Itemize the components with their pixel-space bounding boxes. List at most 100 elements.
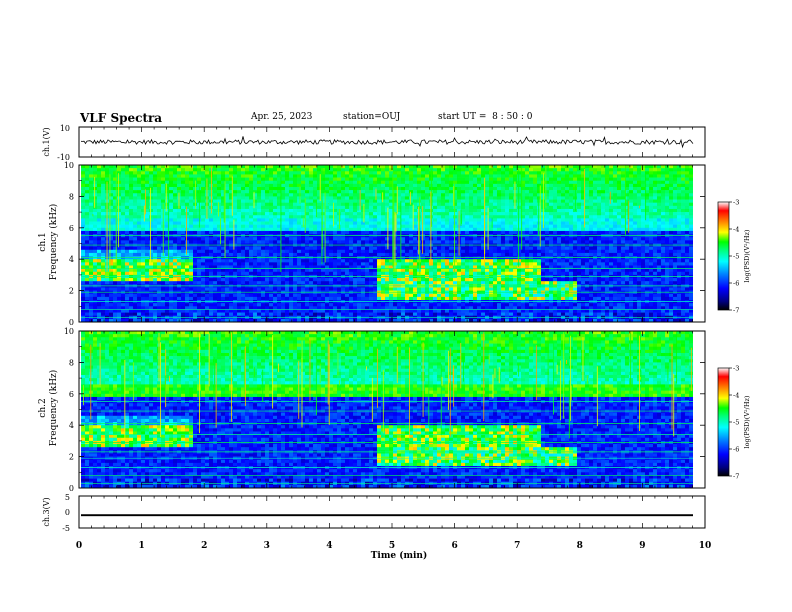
spectrogram-cell bbox=[285, 303, 290, 307]
spectrogram-cell bbox=[113, 312, 118, 317]
spectrogram-cell bbox=[441, 237, 446, 241]
spectrogram-cell bbox=[177, 259, 182, 263]
spectrogram-cell bbox=[277, 212, 282, 216]
spectrogram-cell bbox=[169, 212, 174, 216]
spectrogram-cell bbox=[317, 227, 322, 232]
spectrogram-cell bbox=[113, 196, 118, 200]
spectrogram-cell bbox=[181, 237, 186, 241]
spectrogram-cell bbox=[93, 293, 98, 298]
spectrogram-cell bbox=[433, 224, 438, 229]
spectrogram-cell bbox=[277, 296, 282, 301]
spectrogram-cell bbox=[253, 230, 258, 235]
spectrogram-cell bbox=[453, 168, 458, 172]
spectrogram-cell bbox=[433, 246, 438, 251]
spectrogram-cell bbox=[153, 215, 158, 219]
spectrogram-cell bbox=[381, 237, 386, 241]
spectrogram-cell bbox=[125, 199, 130, 203]
spectrogram-cell bbox=[297, 268, 302, 273]
spectrogram-cell bbox=[89, 312, 94, 317]
spectrogram-cell bbox=[97, 174, 102, 178]
spectrogram-cell bbox=[313, 190, 318, 194]
spectrogram-cell bbox=[313, 237, 318, 241]
spectrogram-cell bbox=[213, 190, 218, 194]
spectrogram-cell bbox=[205, 293, 210, 298]
spectrogram-cell bbox=[353, 249, 358, 254]
spectrogram-cell bbox=[381, 218, 386, 222]
spectrogram-cell bbox=[117, 221, 122, 225]
spectrogram-cell bbox=[89, 262, 94, 266]
spectrogram-cell bbox=[397, 215, 402, 219]
spectrogram-cell bbox=[197, 249, 202, 254]
spectrogram-cell bbox=[193, 287, 198, 291]
spectrogram-cell bbox=[305, 205, 310, 210]
spectrogram-cell bbox=[221, 193, 226, 197]
spectrogram-cell bbox=[465, 230, 470, 235]
spectrogram-cell bbox=[349, 230, 354, 235]
spectrogram-cell bbox=[369, 237, 374, 241]
spectrogram-cell bbox=[253, 186, 258, 191]
spectrogram-cell bbox=[277, 177, 282, 181]
spectrogram-cell bbox=[305, 271, 310, 276]
spectrogram-cell bbox=[265, 303, 270, 307]
spectrogram-cell bbox=[137, 303, 142, 307]
spectrogram-cell bbox=[165, 303, 170, 307]
spectrogram-cell bbox=[149, 215, 154, 219]
spectrogram-cell bbox=[181, 174, 186, 178]
spectrogram-cell bbox=[81, 306, 86, 310]
spectrogram-cell bbox=[397, 281, 402, 285]
spectrogram-cell bbox=[129, 318, 134, 323]
spectrogram-cell bbox=[189, 249, 194, 254]
spectrogram-cell bbox=[93, 281, 98, 285]
spectrogram-cell bbox=[449, 246, 454, 251]
spectrogram-cell bbox=[293, 227, 298, 232]
spectrogram-cell bbox=[469, 183, 474, 188]
spectrogram-cell bbox=[81, 237, 86, 241]
spectrogram-cell bbox=[81, 262, 86, 266]
spectrogram-cell bbox=[437, 309, 442, 313]
spectrogram-cell bbox=[121, 180, 126, 185]
spectrogram-cell bbox=[409, 177, 414, 181]
spectrogram-cell bbox=[149, 296, 154, 301]
spectrogram-cell bbox=[177, 271, 182, 276]
spectrogram-cell bbox=[101, 262, 106, 266]
spectrogram-cell bbox=[461, 180, 466, 185]
spectrogram-cell bbox=[361, 246, 366, 251]
spectrogram-cell bbox=[145, 165, 150, 169]
spectrogram-cell bbox=[209, 265, 214, 269]
spectrogram-cell bbox=[193, 221, 198, 225]
spectrogram-cell bbox=[341, 237, 346, 241]
spectrogram-cell bbox=[317, 296, 322, 301]
spectrogram-cell bbox=[381, 212, 386, 216]
spectrogram-cell bbox=[161, 171, 166, 175]
spectrogram-cell bbox=[289, 171, 294, 175]
spectrogram-cell bbox=[121, 202, 126, 207]
spectrogram-cell bbox=[325, 202, 330, 207]
spectrogram-cell bbox=[469, 252, 474, 257]
spectrogram-cell bbox=[437, 208, 442, 213]
spectrogram-cell bbox=[125, 281, 130, 285]
spectrogram-cell bbox=[137, 281, 142, 285]
spectrogram-cell bbox=[289, 183, 294, 188]
spectrogram-cell bbox=[117, 168, 122, 172]
spectrogram-cell bbox=[293, 174, 298, 178]
spectrogram-cell bbox=[149, 278, 154, 282]
spectrogram-cell bbox=[109, 271, 114, 276]
spectrogram-cell bbox=[321, 252, 326, 257]
spectrogram-cell bbox=[145, 196, 150, 200]
spectrogram-cell bbox=[453, 180, 458, 185]
spectrogram-cell bbox=[389, 212, 394, 216]
spectrogram-cell bbox=[101, 309, 106, 313]
spectrogram-cell bbox=[253, 240, 258, 244]
spectrogram-cell bbox=[345, 171, 350, 175]
spectrogram-cell bbox=[237, 252, 242, 257]
spectrogram-cell bbox=[353, 281, 358, 285]
spectrogram-cell bbox=[109, 208, 114, 213]
spectrogram-cell bbox=[229, 221, 234, 225]
spectrogram-cell bbox=[229, 309, 234, 313]
spectrogram-cell bbox=[297, 227, 302, 232]
spectrogram-cell bbox=[397, 199, 402, 203]
spectrogram-cell bbox=[309, 293, 314, 298]
spectrogram-cell bbox=[465, 186, 470, 191]
spectrogram-cell bbox=[289, 168, 294, 172]
spectrogram-cell bbox=[117, 278, 122, 282]
